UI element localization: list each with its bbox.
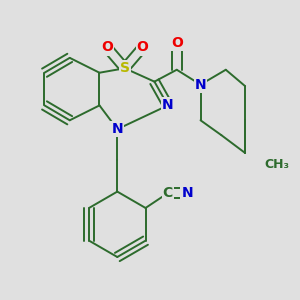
Text: O: O [136, 40, 148, 55]
Text: C: C [163, 186, 173, 200]
Text: S: S [120, 61, 130, 75]
Text: O: O [101, 40, 113, 55]
Text: O: O [171, 36, 183, 50]
Text: N: N [162, 98, 174, 112]
Text: N: N [195, 78, 206, 92]
Text: N: N [181, 186, 193, 200]
Text: N: N [112, 122, 123, 136]
Text: CH₃: CH₃ [264, 158, 290, 171]
